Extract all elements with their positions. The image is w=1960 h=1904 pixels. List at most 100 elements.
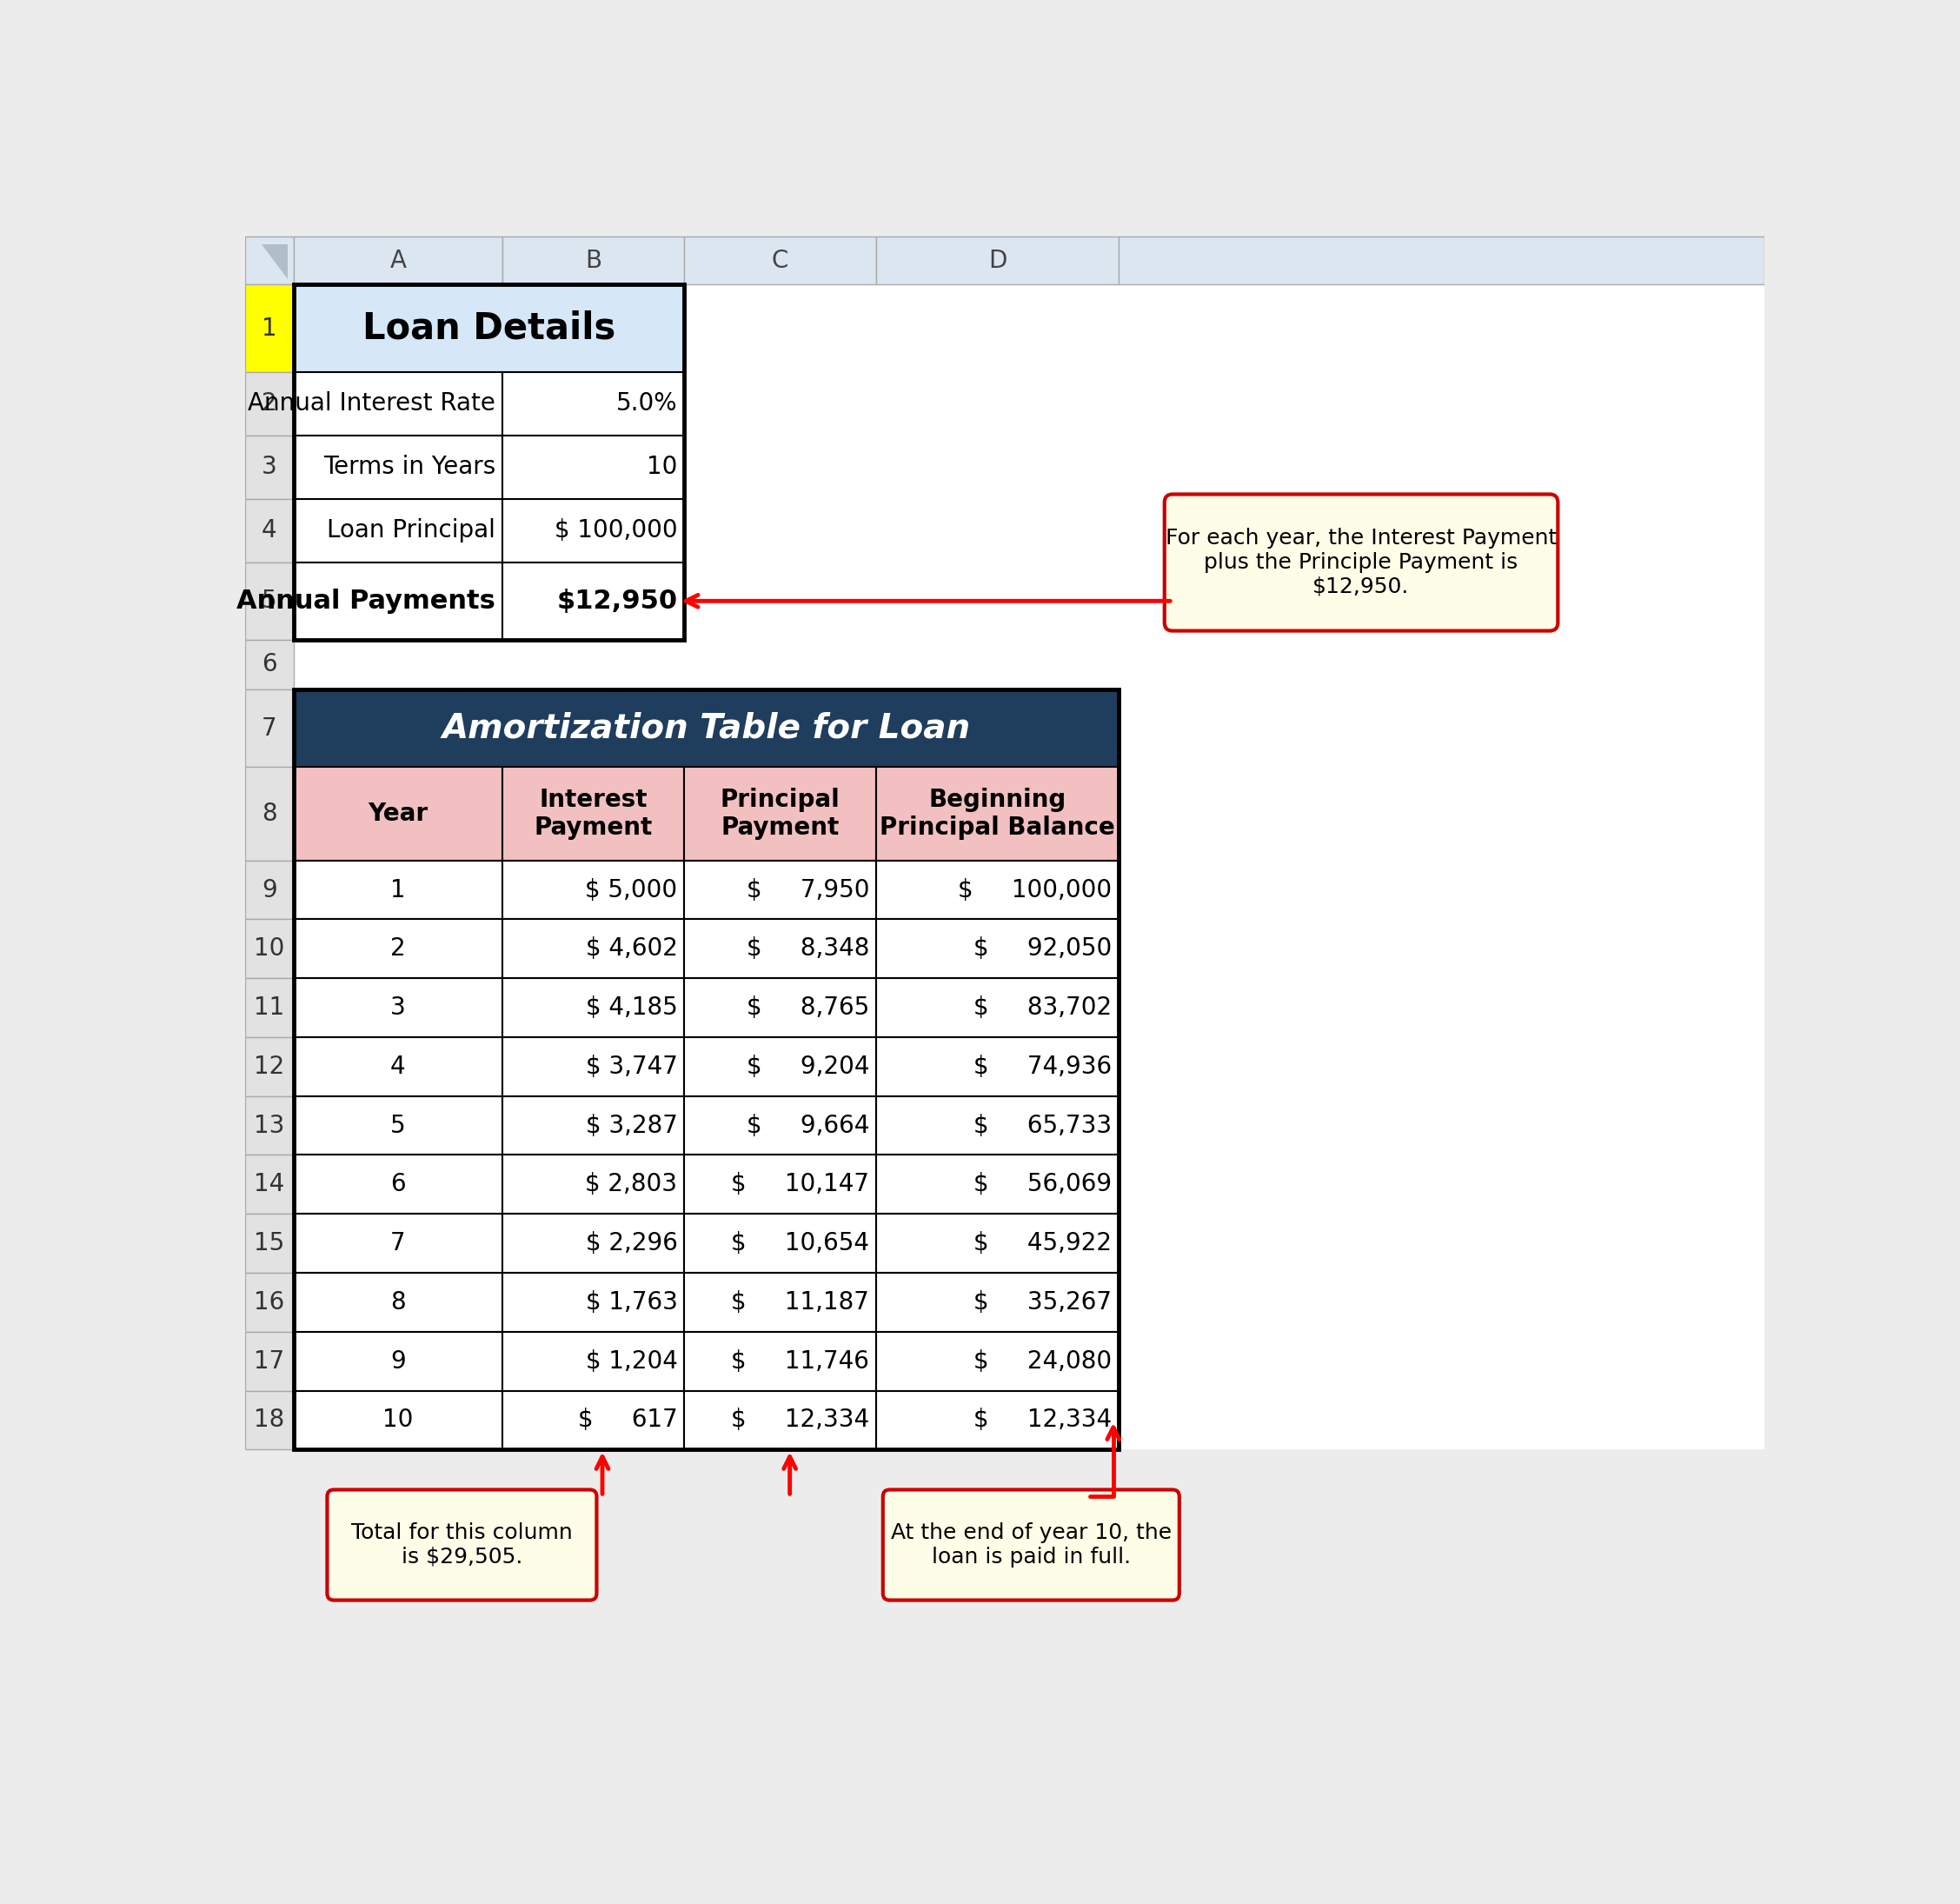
Bar [684, 1097, 876, 1156]
Bar [245, 767, 294, 861]
Text: $     74,936: $ 74,936 [974, 1055, 1111, 1080]
Text: 9: 9 [390, 1350, 406, 1373]
Bar [684, 1038, 876, 1097]
Bar [245, 979, 294, 1038]
Bar [876, 979, 1119, 1038]
Text: $     12,334: $ 12,334 [731, 1407, 870, 1432]
Bar [1119, 1390, 1764, 1449]
Text: 5.0%: 5.0% [615, 392, 678, 415]
Text: $     9,664: $ 9,664 [747, 1114, 870, 1139]
Bar [245, 861, 294, 920]
Bar [502, 371, 684, 436]
Bar [294, 1156, 502, 1215]
Bar [1119, 562, 1764, 640]
Text: 12: 12 [255, 1055, 284, 1080]
Text: 11: 11 [255, 996, 284, 1021]
Bar [502, 499, 684, 562]
Text: 2: 2 [261, 392, 276, 415]
Text: 8: 8 [390, 1291, 406, 1314]
Bar [245, 1156, 294, 1215]
Bar [502, 1390, 684, 1449]
Text: A: A [390, 248, 406, 272]
Bar [1119, 499, 1764, 562]
Bar [502, 1097, 684, 1156]
Bar [502, 1156, 684, 1215]
Text: $ 3,287: $ 3,287 [586, 1114, 678, 1139]
Text: 10: 10 [647, 455, 678, 480]
Bar [684, 767, 876, 861]
Text: Terms in Years: Terms in Years [323, 455, 496, 480]
Text: Principal
Payment: Principal Payment [721, 788, 841, 840]
Bar [294, 689, 1119, 1449]
Text: $     11,187: $ 11,187 [731, 1291, 870, 1314]
Text: Year: Year [368, 802, 427, 826]
Text: $ 100,000: $ 100,000 [555, 518, 678, 543]
Text: $     7,950: $ 7,950 [747, 878, 870, 902]
Polygon shape [263, 244, 288, 280]
Bar [1119, 689, 1764, 767]
Text: 3: 3 [390, 996, 406, 1021]
Bar [876, 1390, 1119, 1449]
Bar [684, 979, 876, 1038]
Text: 5: 5 [261, 588, 276, 613]
Bar [294, 1097, 502, 1156]
Bar [245, 1390, 294, 1449]
Bar [294, 640, 1764, 689]
Text: 14: 14 [255, 1173, 284, 1196]
Text: 10: 10 [255, 937, 284, 962]
Text: $ 2,296: $ 2,296 [586, 1232, 678, 1255]
Bar [245, 1038, 294, 1097]
Text: $     65,733: $ 65,733 [974, 1114, 1111, 1139]
Text: $     12,334: $ 12,334 [974, 1407, 1111, 1432]
Text: $ 1,204: $ 1,204 [586, 1350, 678, 1373]
Text: Interest
Payment: Interest Payment [533, 788, 653, 840]
Bar [502, 562, 684, 640]
Text: 7: 7 [261, 716, 276, 741]
Bar [502, 1272, 684, 1331]
Bar [684, 371, 1119, 436]
Text: 8: 8 [261, 802, 276, 826]
Text: For each year, the Interest Payment
plus the Principle Payment is
$12,950.: For each year, the Interest Payment plus… [1166, 527, 1556, 598]
Text: D: D [988, 248, 1007, 272]
Text: Total for this column
is $29,505.: Total for this column is $29,505. [351, 1523, 572, 1567]
Text: 10: 10 [382, 1407, 414, 1432]
Text: Amortization Table for Loan: Amortization Table for Loan [441, 712, 970, 744]
Bar [294, 1272, 502, 1331]
Text: 6: 6 [390, 1173, 406, 1196]
Bar [294, 640, 1764, 689]
Bar [502, 1331, 684, 1390]
Text: Loan Details: Loan Details [363, 310, 615, 347]
Text: $ 4,602: $ 4,602 [586, 937, 678, 962]
Bar [245, 236, 294, 286]
Text: $ 5,000: $ 5,000 [586, 878, 678, 902]
Text: Annual Interest Rate: Annual Interest Rate [249, 392, 496, 415]
Text: $     100,000: $ 100,000 [958, 878, 1111, 902]
Bar [294, 861, 502, 920]
Bar [245, 436, 294, 499]
Text: $ 2,803: $ 2,803 [586, 1173, 678, 1196]
Bar [876, 1038, 1119, 1097]
Bar [876, 1215, 1119, 1272]
Text: 2: 2 [390, 937, 406, 962]
Bar [294, 499, 502, 562]
Bar [245, 689, 294, 767]
Bar [1119, 1156, 1764, 1215]
Bar [684, 236, 876, 286]
Text: 6: 6 [261, 653, 276, 676]
Bar [245, 1272, 294, 1331]
Bar [684, 861, 876, 920]
Bar [1119, 1097, 1764, 1156]
Bar [1119, 767, 1764, 861]
Bar [1119, 436, 1764, 499]
Bar [294, 1331, 502, 1390]
Bar [1119, 236, 1764, 286]
Bar [294, 920, 502, 979]
Text: B: B [584, 248, 602, 272]
Bar [502, 920, 684, 979]
Bar [1119, 979, 1764, 1038]
FancyBboxPatch shape [882, 1489, 1180, 1599]
Bar [684, 1156, 876, 1215]
Text: 1: 1 [390, 878, 406, 902]
Text: 1: 1 [261, 316, 276, 341]
Bar [502, 979, 684, 1038]
